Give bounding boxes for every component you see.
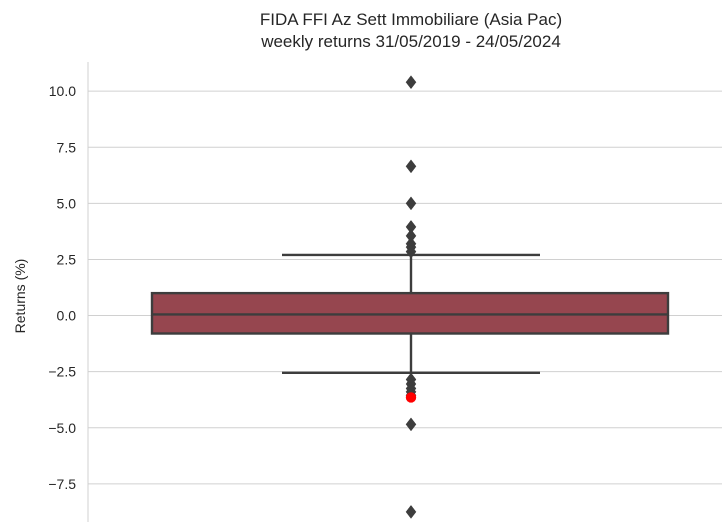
y-tick-label: 0.0: [57, 308, 77, 324]
outlier-point: [405, 75, 417, 90]
highlighted-point: [405, 392, 417, 403]
outlier-point: [405, 244, 417, 259]
chart-title-line-2: weekly returns 31/05/2019 - 24/05/2024: [260, 32, 561, 51]
chart-title-line-1: FIDA FFI Az Sett Immobiliare (Asia Pac): [260, 10, 562, 29]
y-tick-label: −2.5: [48, 364, 76, 380]
tick-layer: 10.0 7.5 5.0 2.5 0.0 −2.5 −5.0 −7.5: [48, 83, 76, 492]
y-tick-label: 10.0: [49, 83, 76, 99]
outlier-point: [405, 196, 417, 211]
y-tick-label: −7.5: [48, 476, 76, 492]
outlier-point: [405, 159, 417, 174]
y-axis-label: Returns (%): [12, 259, 28, 334]
grid-layer: [88, 90, 722, 485]
y-tick-label: 5.0: [57, 195, 77, 211]
outlier-point: [405, 417, 417, 432]
y-tick-label: 2.5: [57, 251, 77, 267]
outlier-point: [405, 504, 417, 519]
box-layer: [150, 253, 670, 374]
y-tick-label: −5.0: [48, 420, 76, 436]
y-tick-label: 7.5: [57, 139, 77, 155]
outlier-layer: [405, 75, 417, 519]
